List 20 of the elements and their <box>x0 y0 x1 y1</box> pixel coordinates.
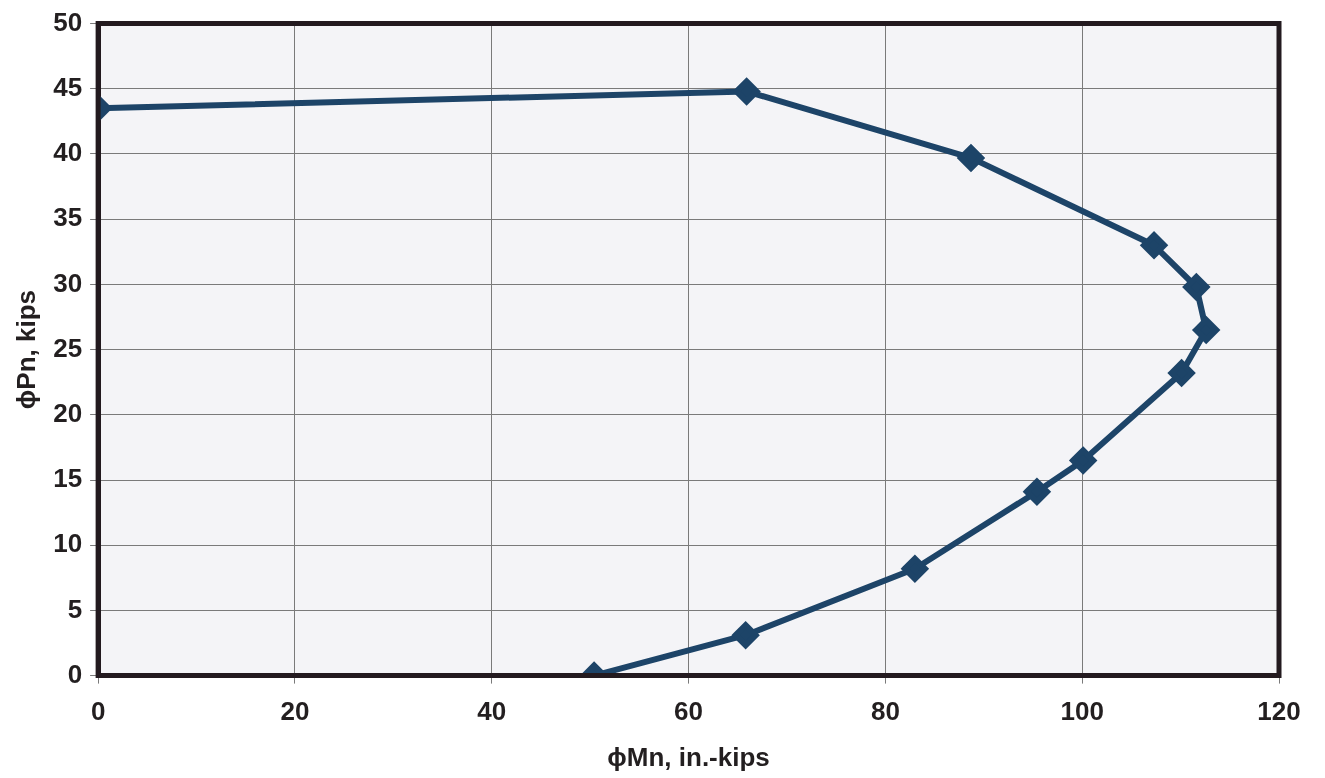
x-tick-label: 40 <box>477 696 507 727</box>
y-tick-label: 25 <box>53 332 83 363</box>
x-tick-label: 0 <box>90 696 106 727</box>
y-tick-label: 5 <box>67 593 83 624</box>
x-tick-label: 80 <box>870 696 900 727</box>
y-tick-label: 50 <box>53 6 83 37</box>
x-tick-label: 100 <box>1060 696 1104 727</box>
y-tick-label: 45 <box>53 71 83 102</box>
y-tick-label: 0 <box>67 658 83 689</box>
x-tick-label: 20 <box>280 696 310 727</box>
y-tick-label: 15 <box>53 463 83 494</box>
x-axis-title: ϕMn, in.-kips <box>607 741 770 772</box>
y-tick-label: 10 <box>53 528 83 559</box>
x-tick-label: 60 <box>674 696 704 727</box>
x-tick-label: 120 <box>1257 696 1301 727</box>
y-tick-label: 30 <box>53 267 83 298</box>
y-axis-title: ϕPn, kips <box>10 290 41 410</box>
y-tick-label: 35 <box>53 202 83 233</box>
y-tick-label: 40 <box>53 137 83 168</box>
y-tick-label: 20 <box>53 397 83 428</box>
